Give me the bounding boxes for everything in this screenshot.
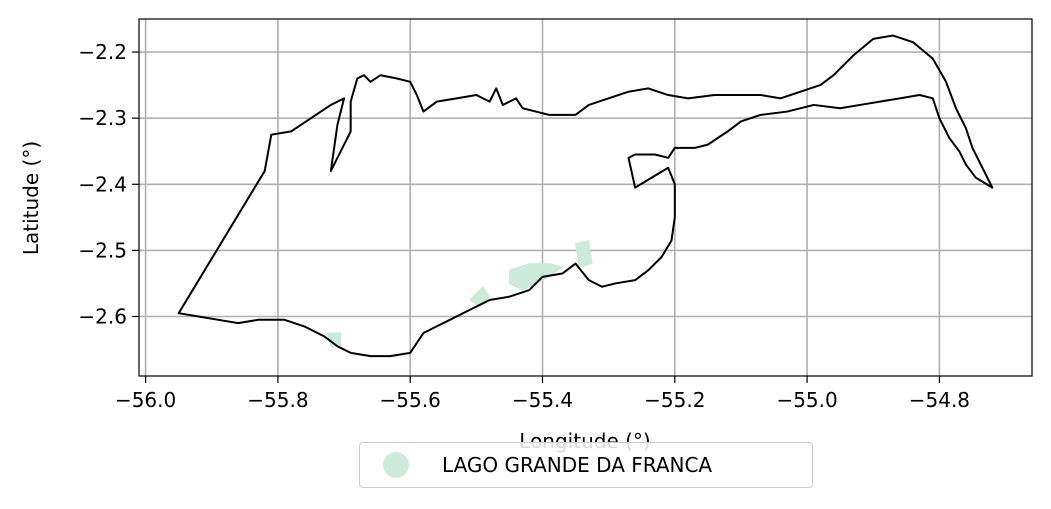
lago-grande-patch	[468, 285, 491, 308]
axis-ticks: −56.0 −55.8 −55.6 −55.4 −55.2 −55.0 −54.8 −2.2 −…	[78, 40, 970, 412]
y-tick-label: −2.2	[78, 40, 127, 64]
boundary-outline	[177, 34, 994, 358]
plot-area	[139, 19, 1032, 376]
y-tick-label: −2.3	[78, 106, 127, 130]
lago-grande-patch	[326, 332, 342, 347]
legend-label: LAGO GRANDE DA FRANCA	[442, 453, 713, 477]
y-tick-label: −2.5	[78, 238, 127, 262]
municipality-boundary	[177, 34, 994, 358]
legend-marker-icon	[383, 452, 409, 478]
x-tick-label: −55.2	[644, 388, 705, 412]
y-tick-label: −2.6	[78, 305, 127, 329]
lago-grande-patch	[508, 263, 564, 291]
x-tick-label: −56.0	[115, 388, 176, 412]
x-tick-label: −55.0	[776, 388, 837, 412]
x-tick-label: −55.4	[512, 388, 573, 412]
lago-grande-patch	[575, 239, 593, 268]
x-tick-label: −54.8	[909, 388, 970, 412]
district-patches	[326, 239, 593, 347]
legend: LAGO GRANDE DA FRANCA	[359, 442, 813, 488]
y-tick-label: −2.4	[78, 172, 127, 196]
y-axis-label: Latitude (°)	[19, 141, 43, 255]
x-tick-label: −55.6	[380, 388, 441, 412]
plot-frame	[138, 18, 1033, 377]
x-tick-label: −55.8	[247, 388, 308, 412]
